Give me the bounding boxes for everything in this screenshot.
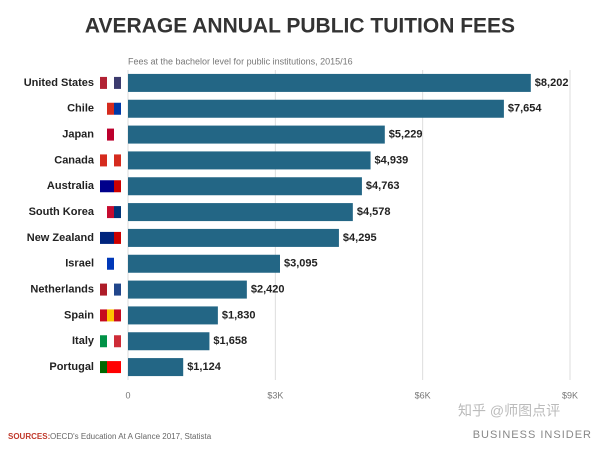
y-tick-label: New Zealand: [27, 232, 94, 244]
flag: [114, 283, 121, 296]
bar: [128, 73, 531, 92]
y-tick-label: South Korea: [29, 206, 95, 218]
flag: [107, 206, 114, 219]
flag: [107, 76, 114, 89]
watermark: 知乎 @师图点评: [458, 403, 560, 419]
y-tick-label: Portugal: [49, 361, 94, 373]
x-tick-label: 0: [125, 390, 130, 400]
flag: [114, 309, 121, 322]
x-tick-label: $3K: [267, 390, 283, 400]
bar: [128, 125, 385, 144]
y-tick-label: Japan: [62, 128, 94, 140]
value-label: $5,229: [389, 128, 423, 140]
source-label: SOURCES:: [8, 432, 50, 441]
value-label: $8,202: [535, 77, 569, 89]
bar: [128, 280, 247, 299]
y-tick-label: Canada: [54, 154, 95, 166]
bar: [128, 177, 362, 196]
value-label: $1,830: [222, 309, 256, 321]
flag: [114, 180, 121, 193]
flag: [100, 180, 107, 193]
value-label: $4,939: [375, 154, 409, 166]
value-label: $3,095: [284, 258, 318, 270]
flag: [107, 361, 114, 374]
flag: [100, 76, 107, 89]
flag: [114, 361, 121, 374]
flag: [114, 206, 121, 219]
flag: [100, 361, 107, 374]
flag: [100, 309, 107, 322]
flag: [114, 335, 121, 348]
bar: [128, 254, 280, 273]
subtitle: Fees at the bachelor level for public in…: [128, 56, 353, 66]
y-tick-label: Italy: [72, 335, 95, 347]
flag: [107, 335, 114, 348]
source: OECD's Education At A Glance 2017, Stati…: [50, 432, 212, 441]
flag: [107, 180, 114, 193]
flag: [100, 283, 107, 296]
flag: [100, 128, 107, 141]
value-label: $7,654: [508, 103, 543, 115]
flag: [114, 76, 121, 89]
y-tick-label: Netherlands: [30, 283, 94, 295]
flag: [100, 102, 107, 115]
value-label: $2,420: [251, 283, 285, 295]
flag: [107, 257, 114, 270]
flag: [114, 128, 121, 141]
flag: [107, 283, 114, 296]
value-label: $4,295: [343, 232, 377, 244]
flag: [107, 154, 114, 167]
bar: [128, 203, 353, 222]
flag: [114, 257, 121, 270]
chart-title: AVERAGE ANNUAL PUBLIC TUITION FEES: [85, 15, 515, 38]
y-tick-label: Spain: [64, 309, 94, 321]
flag: [107, 309, 114, 322]
flag: [100, 154, 107, 167]
flag: [100, 335, 107, 348]
bar: [128, 151, 371, 170]
value-label: $1,124: [187, 361, 222, 373]
flag: [114, 102, 121, 115]
flag: [107, 102, 114, 115]
bar: [128, 358, 184, 377]
y-tick-label: United States: [24, 77, 94, 89]
value-label: $1,658: [213, 335, 247, 347]
flag: [100, 257, 107, 270]
y-tick-label: Israel: [65, 258, 94, 270]
y-tick-label: Australia: [47, 180, 95, 192]
bar: [128, 332, 210, 351]
flag: [100, 206, 107, 219]
flag: [107, 128, 114, 141]
flag: [107, 231, 114, 244]
bar: [128, 306, 218, 325]
flag: [114, 154, 121, 167]
x-tick-label: $6K: [415, 390, 431, 400]
bar: [128, 228, 339, 247]
x-tick-label: $9K: [562, 390, 578, 400]
value-label: $4,578: [357, 206, 391, 218]
flag: [114, 231, 121, 244]
bar: [128, 99, 504, 118]
brand: BUSINESS INSIDER: [473, 429, 592, 441]
y-tick-label: Chile: [67, 103, 94, 115]
value-label: $4,763: [366, 180, 400, 192]
flag: [100, 231, 107, 244]
